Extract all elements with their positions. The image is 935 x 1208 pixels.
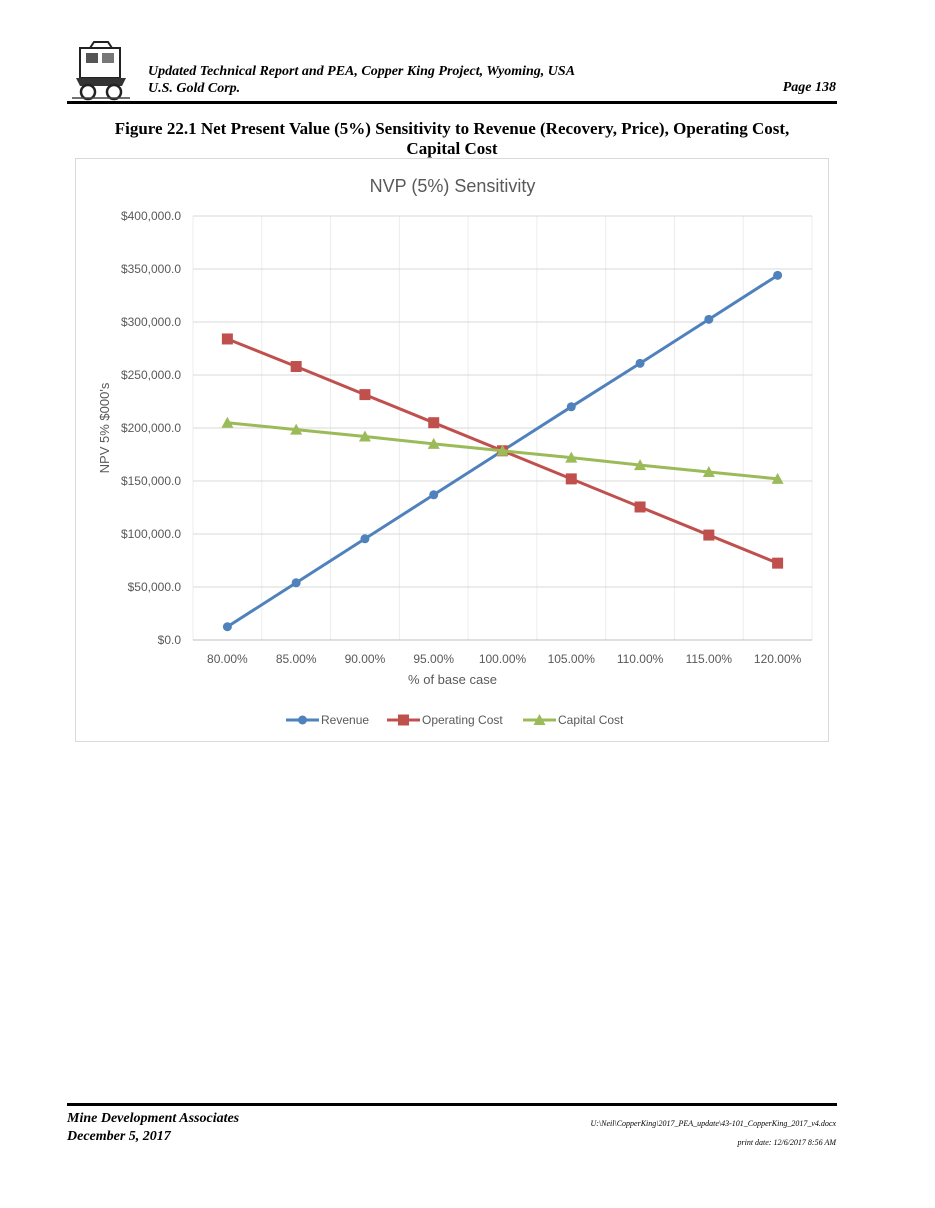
data-point-capital-cost	[358, 430, 371, 442]
data-point-operating-cost	[634, 501, 646, 513]
data-point-revenue	[291, 578, 301, 588]
report-title-line2: U.S. Gold Corp.	[148, 81, 241, 96]
data-point-revenue	[222, 622, 232, 632]
y-tick-label: $50,000.0	[128, 580, 182, 594]
data-point-revenue	[360, 534, 370, 544]
footer-left: Mine Development Associates December 5, …	[67, 1110, 239, 1146]
data-point-operating-cost	[703, 529, 715, 541]
footer-date: December 5, 2017	[67, 1129, 171, 1144]
chart-container: NVP (5%) Sensitivity $0.0 $50,000.0 $100,00…	[75, 158, 829, 742]
data-point-operating-cost	[290, 361, 302, 373]
data-point-operating-cost	[772, 557, 784, 569]
y-axis-title: NPV 5% $000's	[97, 382, 112, 473]
y-tick-label: $200,000.0	[121, 421, 181, 435]
data-point-capital-cost	[771, 472, 784, 484]
data-point-capital-cost	[702, 465, 715, 477]
legend-label-operating-cost: Operating Cost	[422, 713, 503, 727]
y-tick-label: $100,000.0	[121, 527, 181, 541]
footer-filepath: U:\Neil\CopperKing\2017_PEA_update\43-10…	[590, 1119, 836, 1128]
data-point-capital-cost	[565, 451, 578, 463]
legend-label-capital-cost: Capital Cost	[558, 713, 624, 727]
data-point-capital-cost	[427, 437, 440, 449]
data-point-capital-cost	[290, 423, 303, 435]
data-point-revenue	[566, 402, 576, 412]
company-logo	[72, 41, 130, 101]
data-point-operating-cost	[428, 417, 440, 429]
report-title-line1: Updated Technical Report and PEA, Copper…	[148, 64, 576, 79]
y-tick-label: $350,000.0	[121, 262, 181, 276]
legend-marker-capital-cost	[533, 714, 546, 725]
x-tick-label: 80.00%	[207, 652, 248, 666]
x-tick-label: 110.00%	[617, 652, 664, 666]
y-tick-label: $300,000.0	[121, 315, 181, 329]
x-axis-title: % of base case	[408, 672, 497, 687]
legend-label-revenue: Revenue	[321, 713, 369, 727]
data-point-capital-cost	[634, 459, 647, 471]
data-point-revenue	[429, 490, 439, 500]
footer-company: Mine Development Associates	[67, 1111, 240, 1126]
page-number: Page 138	[782, 80, 836, 95]
legend-marker-operating-cost	[398, 714, 409, 726]
x-tick-label: 100.00%	[479, 652, 527, 666]
data-point-capital-cost	[221, 416, 234, 428]
data-point-operating-cost	[565, 473, 577, 485]
x-tick-label: 95.00%	[413, 652, 454, 666]
report-title: Updated Technical Report and PEA, Copper…	[148, 63, 575, 97]
data-point-operating-cost	[359, 389, 371, 401]
x-tick-label: 90.00%	[345, 652, 386, 666]
data-point-capital-cost	[496, 444, 509, 456]
x-tick-label: 120.00%	[754, 652, 802, 666]
data-point-revenue	[635, 358, 645, 368]
data-point-operating-cost	[221, 333, 233, 345]
figure-caption: Figure 22.1 Net Present Value (5%) Sensi…	[67, 119, 837, 159]
y-tick-label: $400,000.0	[121, 209, 181, 223]
x-tick-label: 115.00%	[686, 652, 733, 666]
figure-caption-line2: Capital Cost	[406, 139, 498, 158]
x-tick-label: 85.00%	[276, 652, 317, 666]
footer-divider	[67, 1103, 837, 1106]
x-tick-label: 105.00%	[548, 652, 596, 666]
y-tick-label: $0.0	[158, 633, 182, 647]
legend-marker-revenue	[298, 715, 307, 725]
header-divider	[67, 101, 837, 104]
data-point-revenue	[773, 270, 783, 280]
y-tick-label: $250,000.0	[121, 368, 181, 382]
data-point-revenue	[704, 314, 714, 324]
figure-caption-line1: Figure 22.1 Net Present Value (5%) Sensi…	[114, 119, 790, 138]
footer-right: U:\Neil\CopperKing\2017_PEA_update\43-10…	[590, 1114, 836, 1152]
footer-print-date: print date: 12/6/2017 8:56 AM	[737, 1138, 836, 1147]
chart-title: NVP (5%) Sensitivity	[370, 176, 536, 196]
line-chart: NVP (5%) Sensitivity $0.0 $50,000.0 $100,00…	[97, 176, 813, 727]
y-tick-label: $150,000.0	[121, 474, 181, 488]
